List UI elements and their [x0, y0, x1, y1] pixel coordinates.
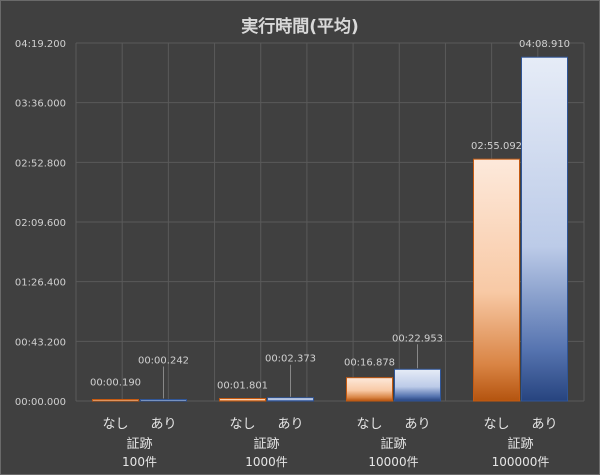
x-category-label: あり	[150, 417, 176, 432]
y-tick-label: 04:19.200	[15, 39, 66, 50]
bars	[92, 56, 568, 402]
x-category-label: あり	[404, 417, 430, 432]
x-category-label: あり	[531, 417, 557, 432]
data-label: 00:16.878	[344, 358, 395, 369]
y-tick-label: 01:26.400	[15, 278, 66, 289]
data-label: 00:00.190	[90, 378, 141, 389]
x-category-label: なし	[483, 417, 509, 432]
x-category-label: なし	[102, 417, 128, 432]
y-axis-ticks: 00:00.000 00:43.200 01:26.400 02:09.600 02:5…	[15, 39, 66, 408]
x-group-label: 証跡	[507, 436, 533, 452]
y-tick-label: 02:09.600	[15, 218, 66, 229]
data-label: 00:01.801	[217, 381, 268, 392]
x-group-label: 証跡	[126, 436, 152, 452]
data-label: 00:00.242	[138, 356, 189, 367]
x-group-count-label: 1000件	[245, 455, 288, 469]
bar-nashi	[92, 399, 139, 402]
data-label: 02:55.092	[471, 141, 522, 152]
x-category-label: あり	[277, 417, 303, 432]
bar-ari	[521, 56, 568, 402]
x-category-label: なし	[229, 417, 255, 432]
y-tick-label: 02:52.800	[15, 158, 66, 169]
x-group-count-label: 10000件	[368, 455, 418, 469]
data-label: 04:08.910	[519, 39, 570, 50]
bar-ari	[267, 397, 314, 402]
x-group-label: 証跡	[253, 436, 279, 452]
bar-ari	[394, 368, 441, 402]
data-label: 00:02.373	[265, 354, 316, 365]
bar-nashi	[219, 398, 266, 402]
x-group-count-label: 100000件	[492, 455, 550, 469]
x-category-label: なし	[356, 417, 382, 432]
x-group-count-label: 100件	[122, 455, 157, 469]
y-tick-label: 00:43.200	[15, 337, 66, 348]
y-tick-label: 03:36.000	[15, 99, 66, 110]
data-labels: 00:00.190 00:00.242 00:01.801 00:02.373 00:1…	[90, 39, 570, 399]
y-tick-label: 00:00.000	[15, 397, 66, 408]
bar-nashi	[473, 158, 520, 402]
chart-title: 実行時間(平均)	[241, 16, 359, 37]
data-label: 00:22.953	[392, 333, 443, 344]
x-group-label: 証跡	[380, 436, 406, 452]
bar-nashi	[346, 377, 393, 402]
bar-ari	[140, 399, 187, 402]
